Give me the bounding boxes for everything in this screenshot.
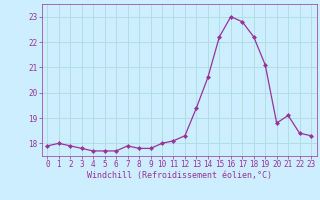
X-axis label: Windchill (Refroidissement éolien,°C): Windchill (Refroidissement éolien,°C) (87, 171, 272, 180)
